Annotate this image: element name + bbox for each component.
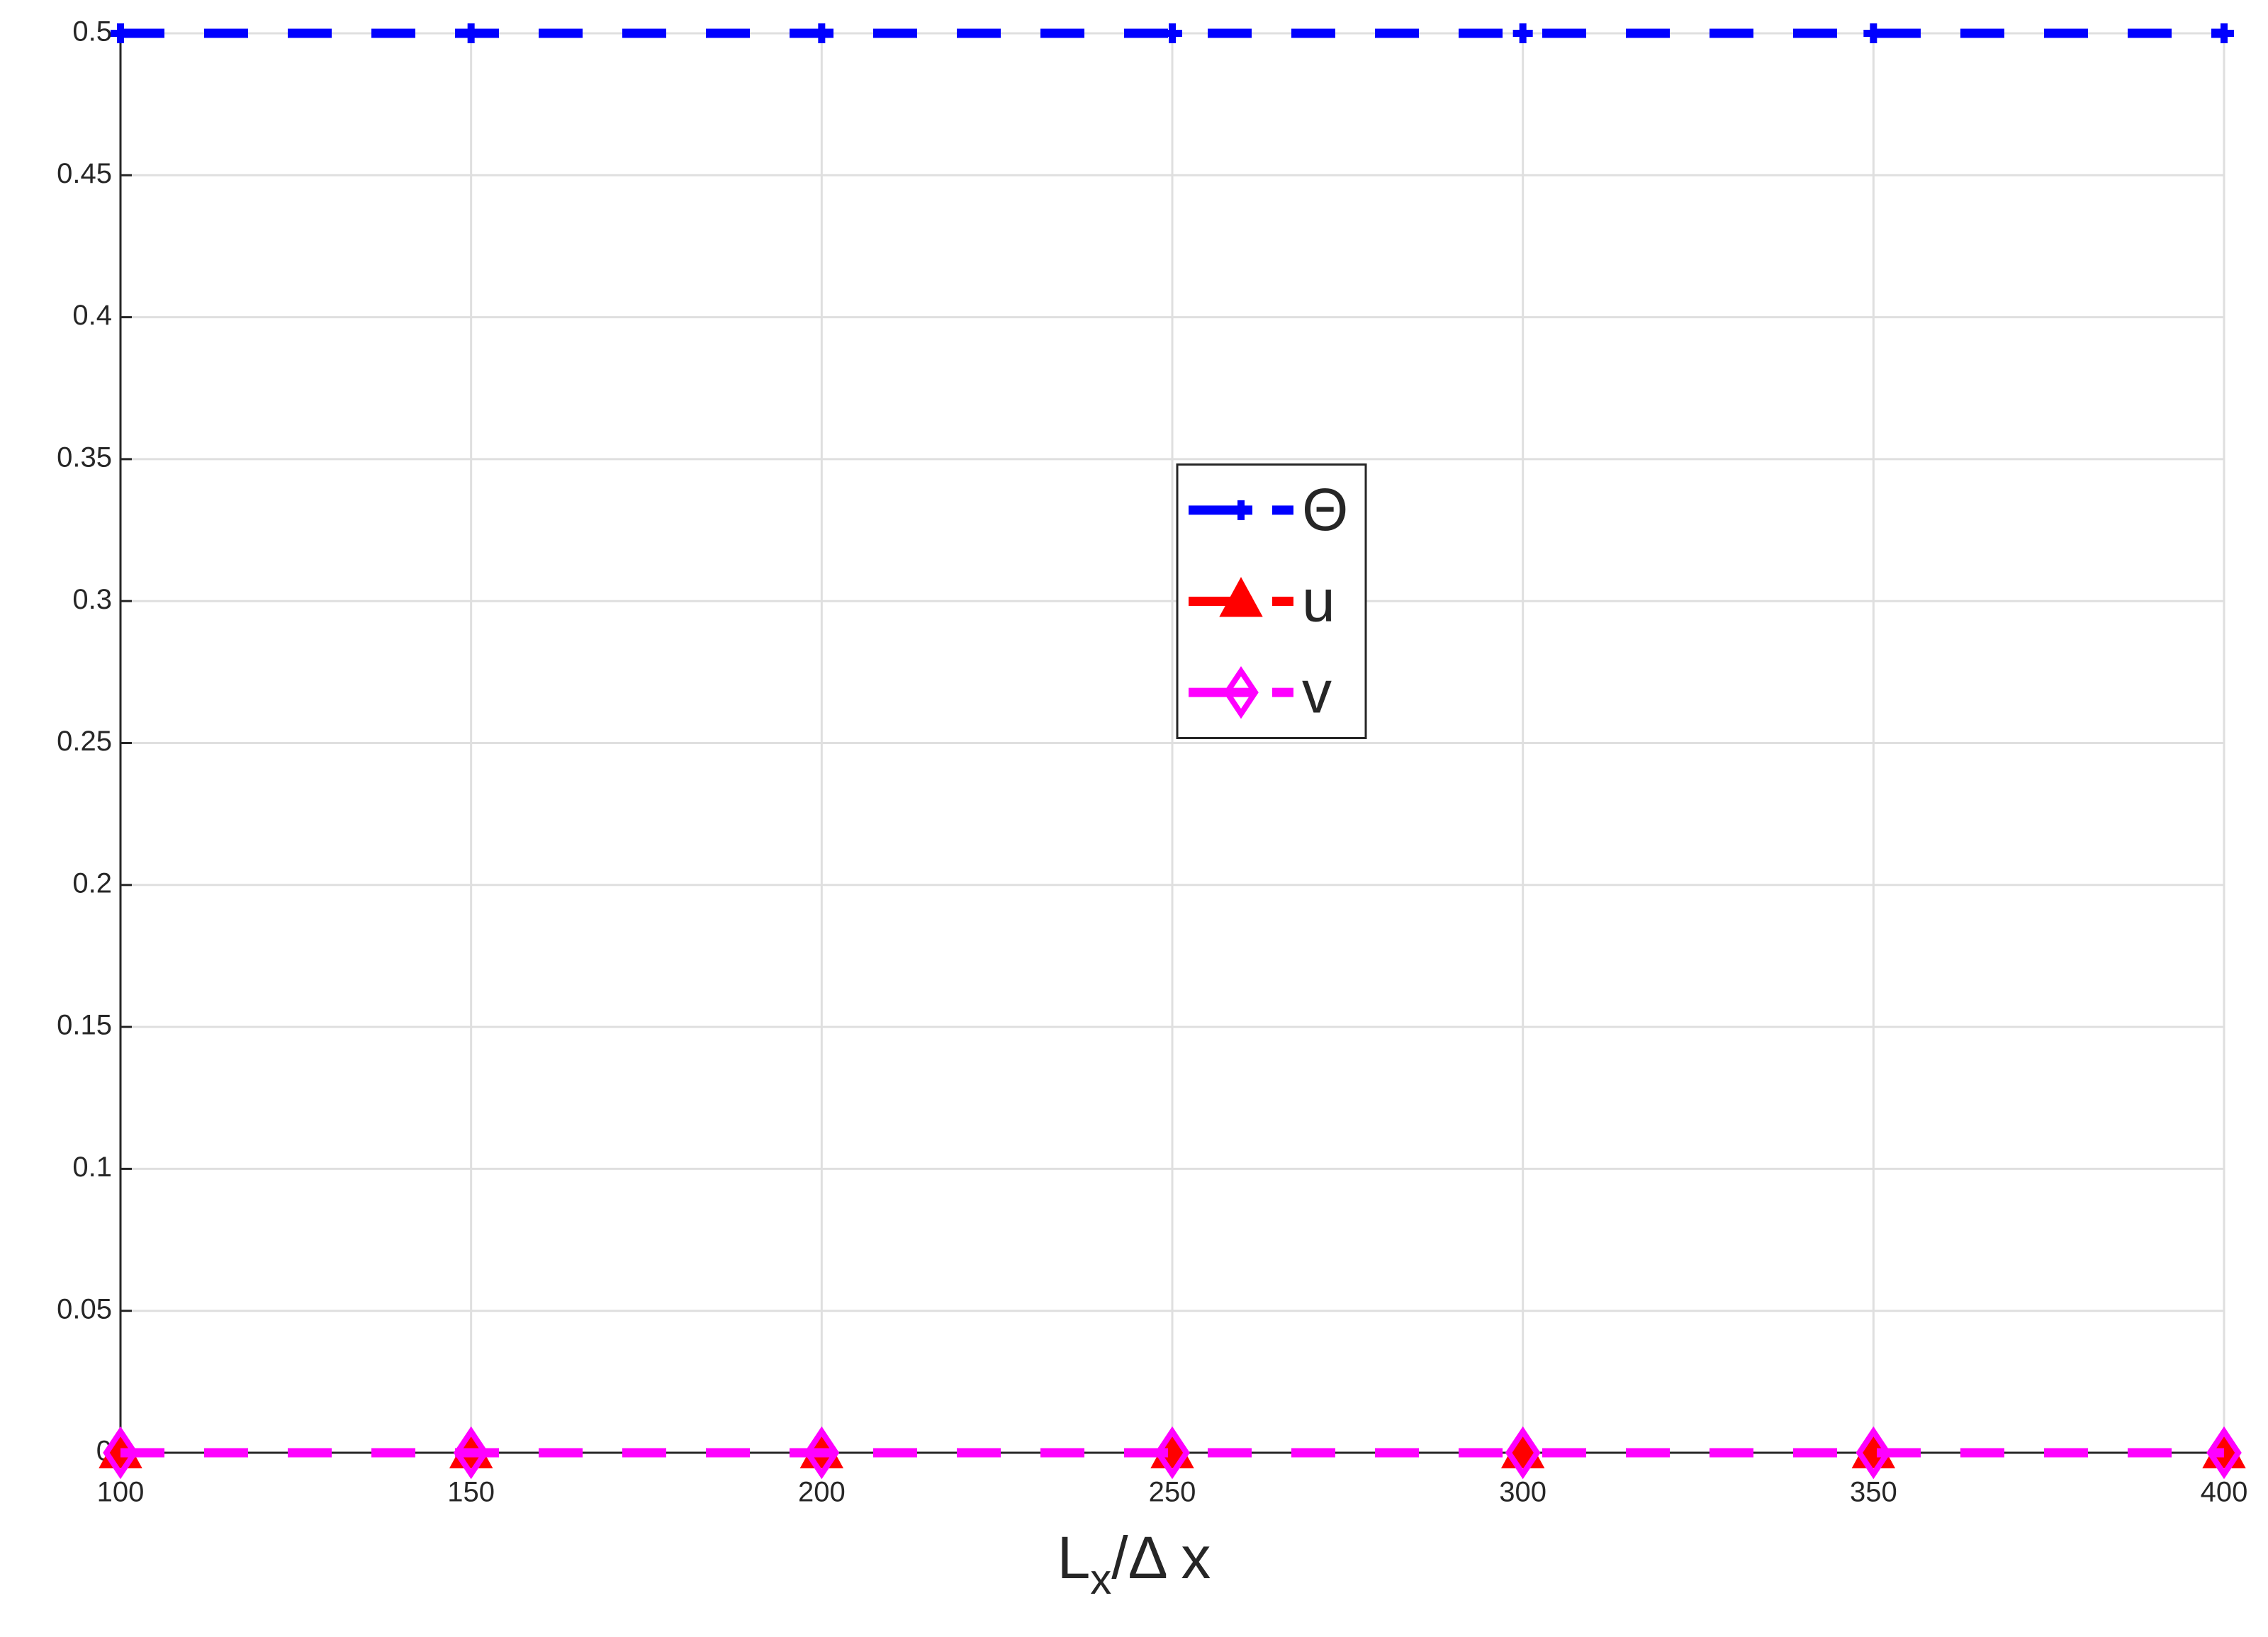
marker bbox=[1512, 23, 1533, 43]
marker bbox=[2214, 23, 2234, 43]
y-tick-label: 0.1 bbox=[72, 1152, 112, 1183]
grid bbox=[119, 32, 2225, 1454]
y-tick-label: 0.05 bbox=[57, 1293, 112, 1324]
marker bbox=[1219, 577, 1263, 617]
marker bbox=[1155, 1426, 1190, 1480]
legend-label: v bbox=[1302, 658, 1332, 725]
marker bbox=[103, 1426, 138, 1480]
x-tick-label: 200 bbox=[798, 1477, 846, 1508]
marker bbox=[111, 23, 130, 43]
x-tick-label: 250 bbox=[1149, 1477, 1196, 1508]
y-tick-label: 0.15 bbox=[57, 1010, 112, 1041]
marker bbox=[812, 23, 832, 43]
marker bbox=[1231, 500, 1251, 520]
x-label-part: /Δ x bbox=[1111, 1524, 1211, 1591]
x-tick-label: 150 bbox=[447, 1477, 495, 1508]
x-label-sub: x bbox=[1090, 1556, 1111, 1603]
marker bbox=[1856, 1426, 1892, 1480]
x-tick-label: 100 bbox=[97, 1477, 145, 1508]
y-tick-label: 0.4 bbox=[72, 300, 112, 331]
marker bbox=[804, 1426, 840, 1480]
series bbox=[103, 1426, 2242, 1480]
y-tick-label: 0.2 bbox=[72, 867, 112, 899]
y-tick-label: 0.25 bbox=[57, 726, 112, 757]
y-tick-label: 0.3 bbox=[72, 584, 112, 615]
x-axis-label: Lx/Δ x bbox=[1057, 1524, 1211, 1603]
y-tick-label: 0.35 bbox=[57, 441, 112, 473]
x-tick-label: 400 bbox=[2201, 1477, 2248, 1508]
marker bbox=[1863, 23, 1884, 43]
legend: Θuv bbox=[1176, 463, 1367, 739]
y-tick-label: 0.5 bbox=[72, 16, 112, 47]
x-label-part: L bbox=[1057, 1524, 1091, 1591]
marker bbox=[453, 1426, 489, 1480]
marker bbox=[2206, 1426, 2242, 1480]
legend-label: u bbox=[1302, 568, 1335, 634]
marker bbox=[1505, 1426, 1541, 1480]
series bbox=[111, 23, 2234, 43]
y-tick-label: 0.45 bbox=[57, 158, 112, 189]
marker bbox=[461, 23, 481, 43]
x-tick-label: 350 bbox=[1850, 1477, 1897, 1508]
x-tick-label: 300 bbox=[1499, 1477, 1546, 1508]
marker bbox=[1162, 23, 1182, 43]
legend-label: Θ bbox=[1302, 476, 1348, 543]
marker bbox=[1223, 665, 1259, 719]
